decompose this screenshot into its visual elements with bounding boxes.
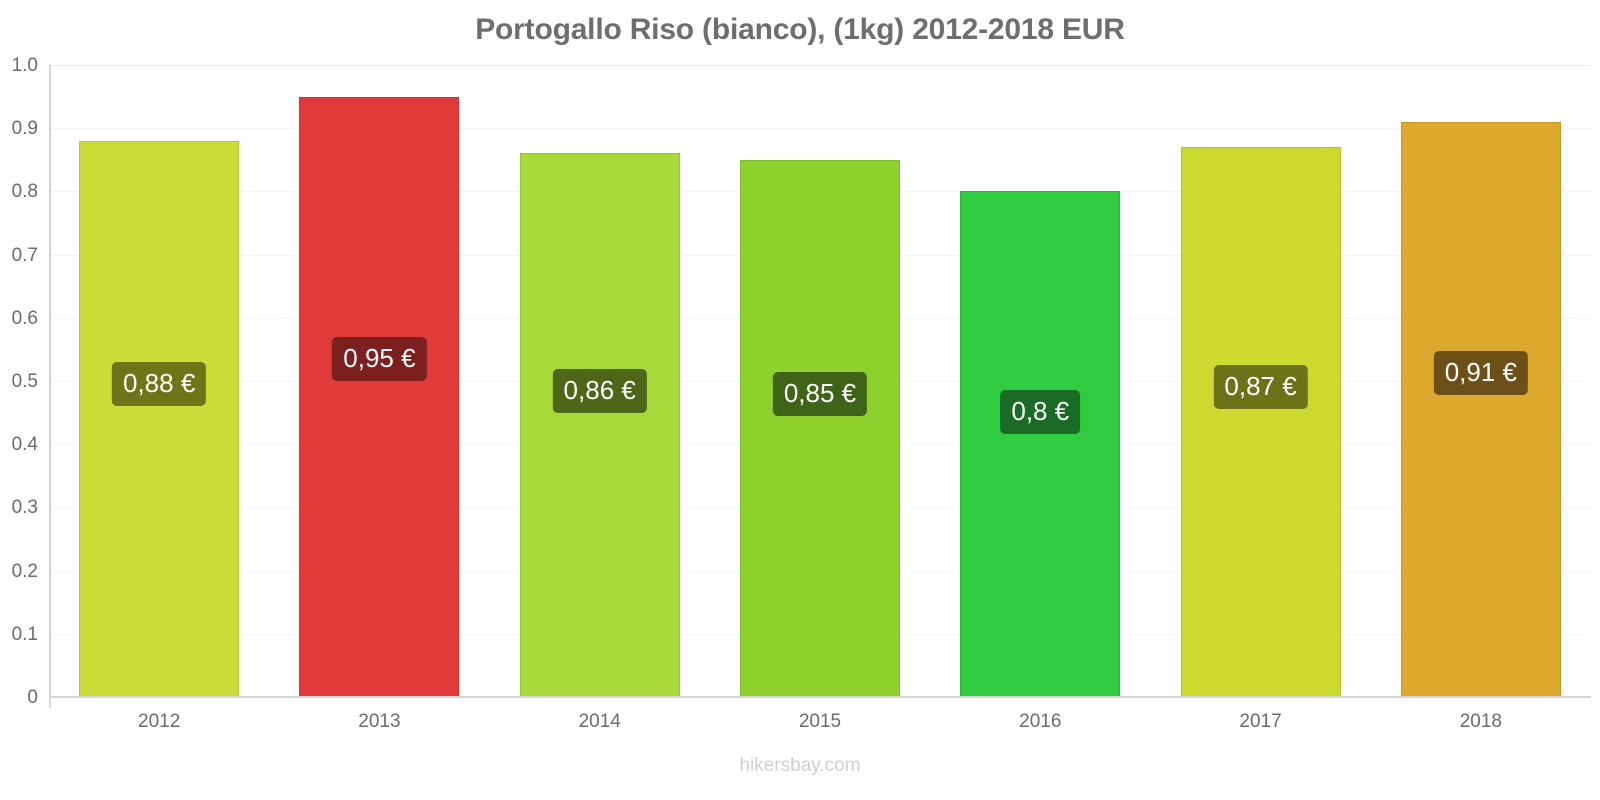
x-axis-tick-label: 2014 xyxy=(578,711,621,732)
x-axis-tick-label: 2013 xyxy=(358,711,401,732)
plot-area: 0,88 € 0,95 € 0,86 € 0,85 € 0,8 € 0,87 € 0,91 … xyxy=(49,65,1591,697)
bar[interactable]: 0,88 € xyxy=(79,140,240,697)
bar[interactable]: 0,8 € xyxy=(960,191,1121,697)
y-axis-tick-label: 0.6 xyxy=(11,307,38,329)
bar[interactable]: 0,95 € xyxy=(299,96,460,697)
y-axis-tick-label: 1.0 xyxy=(11,55,38,76)
y-axis-tick-label: 0.1 xyxy=(11,623,38,645)
gridline xyxy=(49,128,1591,130)
x-axis-tick-label: 2016 xyxy=(1019,711,1062,732)
y-axis-line xyxy=(49,65,51,699)
footer-credit: hikersbay.com xyxy=(739,755,861,776)
y-axis-tick-label: 0 xyxy=(27,687,38,708)
y-axis-tick-label: 0.5 xyxy=(11,371,38,392)
y-axis-tick-label: 0.2 xyxy=(11,560,38,582)
x-axis-tick-label: 2015 xyxy=(798,711,842,732)
gridline xyxy=(49,65,1591,66)
bar-value-label: 0,95 € xyxy=(332,336,427,381)
bar[interactable]: 0,86 € xyxy=(519,153,680,697)
y-axis-bottom-tick xyxy=(49,696,51,708)
y-axis-tick-label: 0.8 xyxy=(11,181,38,203)
y-axis-tick-label: 0.3 xyxy=(11,497,38,519)
bar[interactable]: 0,87 € xyxy=(1180,147,1341,697)
bar-value-label: 0,87 € xyxy=(1213,365,1308,410)
page-title: Portogallo Riso (bianco), (1kg) 2012-201… xyxy=(475,13,1125,46)
bar[interactable]: 0,85 € xyxy=(740,159,900,697)
x-axis-line xyxy=(49,696,1591,698)
y-axis-tick-label: 0.4 xyxy=(11,434,38,456)
bar-value-label: 0,8 € xyxy=(1000,390,1081,435)
bar-value-label: 0,85 € xyxy=(772,372,868,417)
x-axis-tick-label: 2017 xyxy=(1239,711,1282,732)
x-axis-tick-label: 2012 xyxy=(138,711,181,732)
bar-value-label: 0,88 € xyxy=(111,361,207,406)
x-axis-tick-label: 2018 xyxy=(1459,711,1502,732)
y-axis-tick-label: 0.9 xyxy=(11,118,38,140)
bar-value-label: 0,91 € xyxy=(1433,351,1528,396)
bar[interactable]: 0,91 € xyxy=(1400,121,1561,697)
bar-value-label: 0,86 € xyxy=(552,368,647,413)
y-axis-tick-label: 0.7 xyxy=(11,244,38,266)
